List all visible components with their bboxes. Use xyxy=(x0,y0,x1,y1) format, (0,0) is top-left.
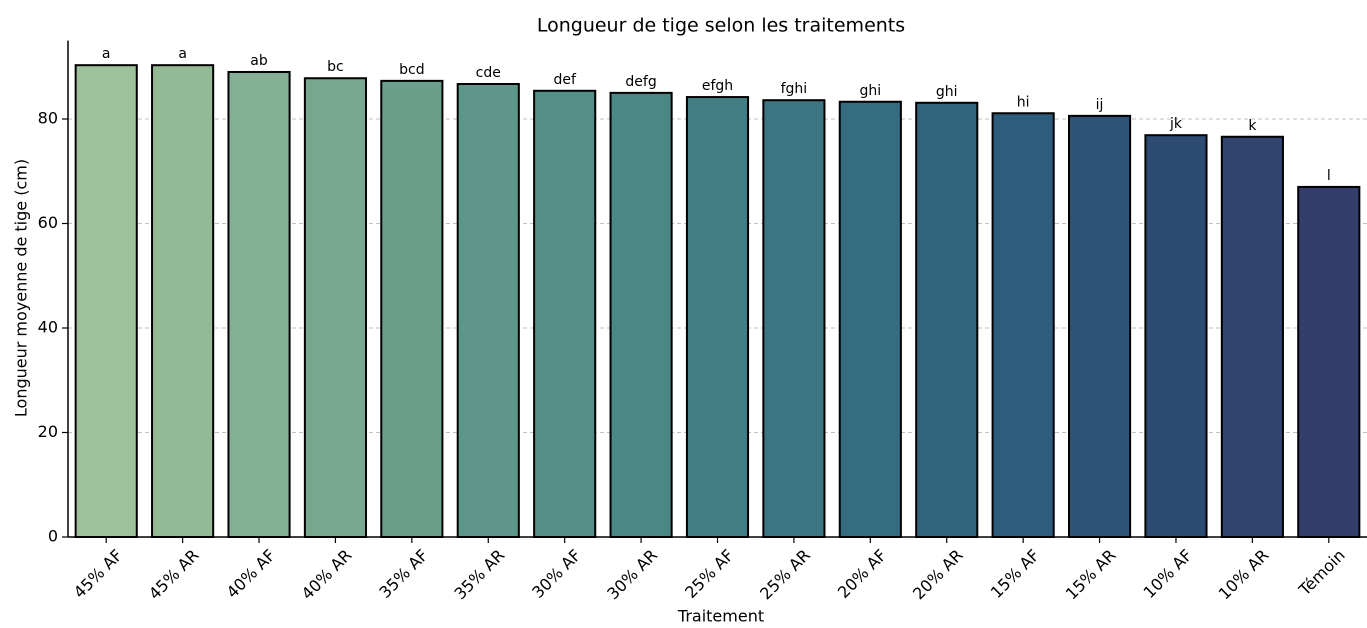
bar-annotation: a xyxy=(102,46,111,62)
bar xyxy=(915,101,979,539)
x-tick-label: 45% AR xyxy=(145,546,203,604)
bar xyxy=(609,91,673,538)
chart-title: Longueur de tige selon les traitements xyxy=(537,15,905,37)
bar-annotation: bc xyxy=(327,59,344,75)
bar xyxy=(1297,185,1361,539)
bar xyxy=(227,70,291,538)
bar xyxy=(74,64,138,539)
bar-annotation: fghi xyxy=(781,81,808,97)
bar xyxy=(1144,134,1208,538)
x-tick-label: 35% AF xyxy=(375,546,431,602)
y-axis-label: Longueur moyenne de tige (cm) xyxy=(12,159,31,417)
bar-annotation: a xyxy=(178,46,187,62)
bar-annotation: ghi xyxy=(936,84,958,100)
y-tick-label: 60 xyxy=(38,213,58,232)
x-tick-label: 30% AF xyxy=(528,546,584,602)
x-tick-label: 15% AF xyxy=(987,546,1043,602)
y-tick-label: 80 xyxy=(38,109,58,128)
x-tick-label: 15% AR xyxy=(1062,546,1120,604)
bar-annotation: ghi xyxy=(859,83,881,99)
bar-annotation: hi xyxy=(1017,94,1030,110)
x-tick-label: Témoin xyxy=(1294,546,1348,600)
x-tick-label: 35% AR xyxy=(450,546,508,604)
x-tick-label: 25% AF xyxy=(681,546,737,602)
x-tick-label: 10% AF xyxy=(1140,546,1196,602)
bar-annotation: ab xyxy=(250,53,268,69)
bar-annotation: def xyxy=(553,72,577,88)
bar xyxy=(838,100,902,538)
bar-annotation: bcd xyxy=(399,62,424,78)
bar-annotation: k xyxy=(1248,118,1257,134)
x-tick-label: 40% AF xyxy=(223,546,279,602)
bar-annotation: defg xyxy=(625,74,656,90)
bar-annotation: cde xyxy=(476,65,501,81)
bar xyxy=(456,82,520,539)
bar xyxy=(762,99,826,538)
x-axis-label: Traitement xyxy=(677,607,764,626)
x-tick-label: 40% AR xyxy=(298,546,356,604)
x-tick-label: 25% AR xyxy=(756,546,814,604)
bar xyxy=(380,79,444,538)
x-tick-label: 20% AR xyxy=(909,546,967,604)
bar-annotation: l xyxy=(1327,168,1331,184)
bar-annotation: jk xyxy=(1169,116,1183,132)
y-tick-label: 40 xyxy=(38,318,58,337)
y-tick-label: 20 xyxy=(38,422,58,441)
bar xyxy=(303,77,368,539)
x-tick-label: 45% AF xyxy=(70,546,126,602)
x-tick-label: 20% AF xyxy=(834,546,890,602)
bar xyxy=(1220,135,1284,538)
bar-annotation: efgh xyxy=(702,78,733,94)
bar-annotation: ij xyxy=(1096,97,1104,113)
bar xyxy=(991,112,1055,538)
y-tick-label: 0 xyxy=(48,527,58,546)
bar xyxy=(151,64,215,539)
x-tick-label: 10% AR xyxy=(1215,546,1273,604)
x-tick-label: 30% AR xyxy=(603,546,661,604)
bar xyxy=(685,96,750,539)
bar xyxy=(533,89,597,538)
bar xyxy=(1067,114,1132,539)
